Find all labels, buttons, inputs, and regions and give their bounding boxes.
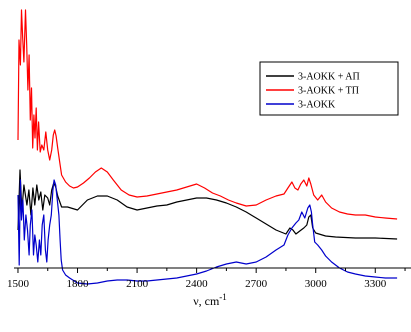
x-axis-title: ν, cm-1 xyxy=(193,292,227,308)
legend-label-3: 3-AOKK xyxy=(298,100,336,111)
legend-label-2: 3-AOKK + TП xyxy=(298,86,359,97)
x-tick-label: 1500 xyxy=(7,278,30,290)
x-axis-title-text: ν, cm xyxy=(193,294,220,308)
x-axis-ticks: 1500 1800 2100 2400 2700 3000 3300 xyxy=(7,268,406,290)
legend: 3-AOKK + AП 3-AOKK + TП 3-AOKK xyxy=(259,61,399,116)
x-tick-label: 3000 xyxy=(305,278,328,290)
legend-label-1: 3-AOKK + AП xyxy=(298,72,360,83)
legend-frame xyxy=(259,61,399,116)
legend-items: 3-AOKK + AП 3-AOKK + TП 3-AOKK xyxy=(266,72,360,111)
series-line-2 xyxy=(17,9,398,220)
x-tick-label: 2400 xyxy=(186,278,209,290)
series-line-1 xyxy=(17,169,398,240)
x-tick-label: 1800 xyxy=(67,278,90,290)
series-layer xyxy=(17,9,398,285)
series-line-3 xyxy=(17,179,398,285)
x-tick-label: 2700 xyxy=(245,278,268,290)
x-tick-label: 3300 xyxy=(364,278,387,290)
x-tick-label: 2100 xyxy=(126,278,149,290)
x-axis-title-superscript: -1 xyxy=(219,292,227,302)
